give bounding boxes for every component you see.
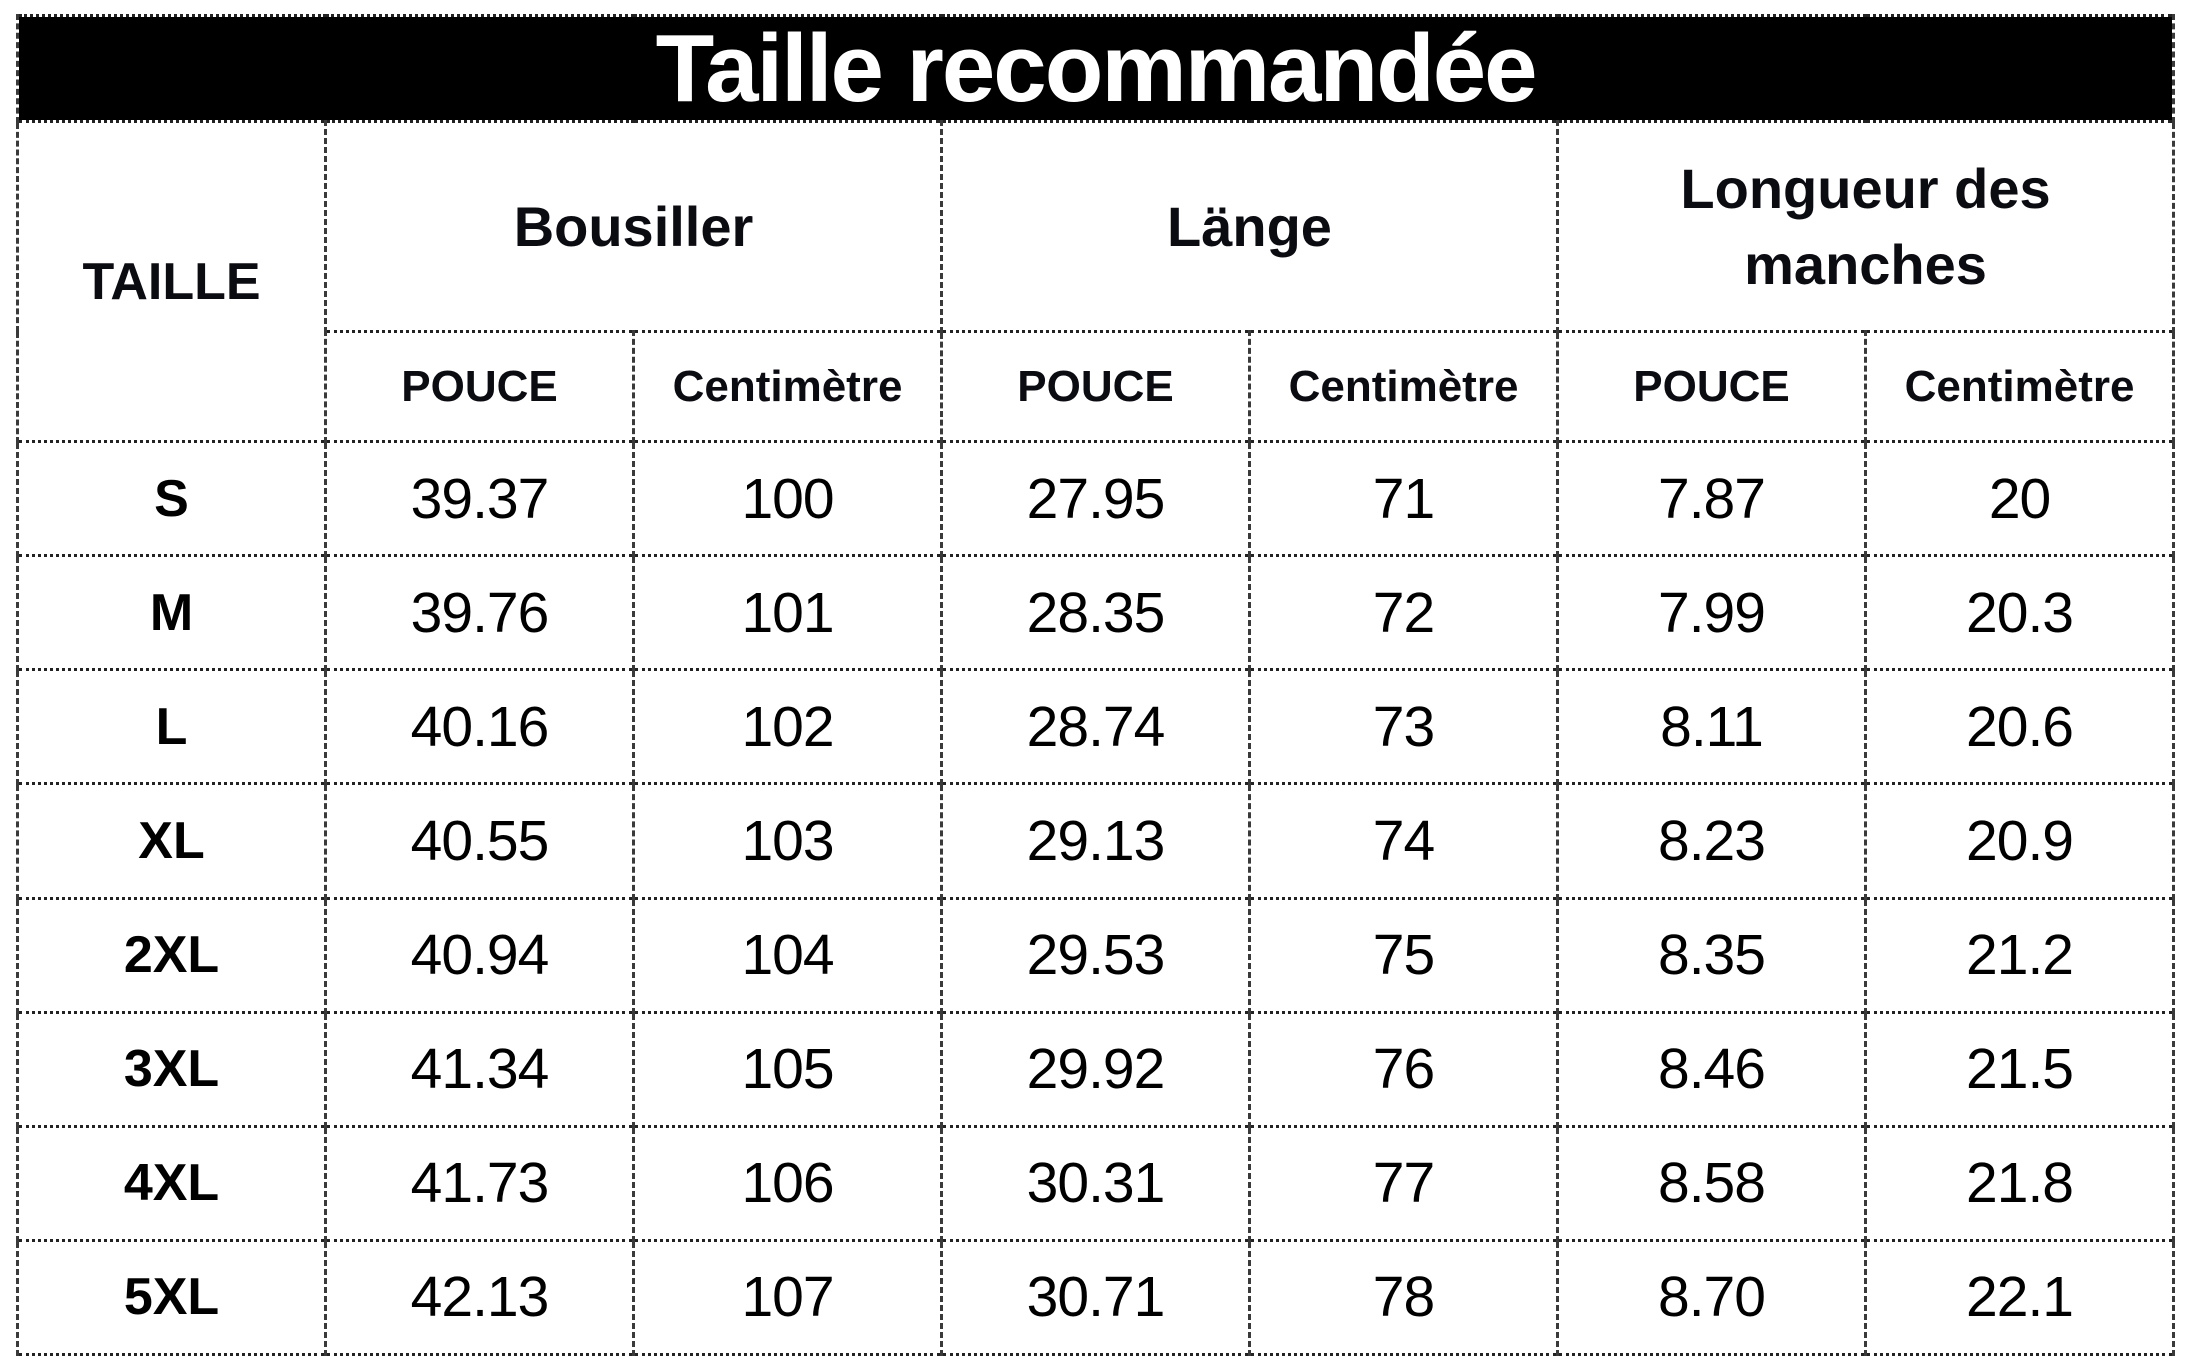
value-cell: 22.1 (1863, 1238, 2176, 1357)
value-cell: 75 (1248, 896, 1559, 1014)
size-label: 2XL (16, 896, 327, 1014)
value-cell: 41.73 (324, 1124, 635, 1242)
value-cell: 7.99 (1556, 554, 1867, 672)
subheader-centimetre-2: Centimètre (1248, 330, 1559, 443)
size-label: S (16, 439, 327, 558)
table-row-s: S 39.37 100 27.95 71 7.87 20 (16, 439, 2176, 558)
value-cell: 28.74 (940, 668, 1251, 786)
value-cell: 8.11 (1556, 668, 1867, 786)
subheader-centimetre-3: Centimètre (1863, 330, 2176, 443)
size-label: 4XL (16, 1124, 327, 1242)
value-cell: 28.35 (940, 554, 1251, 672)
value-cell: 21.8 (1863, 1124, 2176, 1242)
column-group-laenge: Länge (940, 120, 1559, 333)
value-cell: 42.13 (324, 1238, 635, 1357)
value-cell: 100 (632, 439, 943, 558)
title-row: Taille recommandée (15, 14, 2176, 123)
value-cell: 103 (632, 782, 943, 900)
size-label: L (16, 668, 327, 786)
value-cell: 101 (632, 554, 943, 672)
value-cell: 39.76 (324, 554, 635, 672)
value-cell: 20.6 (1863, 668, 2176, 786)
column-group-longueur-des-manches: Longueur des manches (1555, 120, 2176, 333)
value-cell: 74 (1248, 782, 1559, 900)
value-cell: 27.95 (940, 439, 1251, 558)
subheader-row: POUCE Centimètre POUCE Centimètre POUCE … (18, 330, 2176, 443)
size-label: 5XL (16, 1238, 327, 1357)
table-row-3xl: 3XL 41.34 105 29.92 76 8.46 21.5 (16, 1010, 2176, 1128)
value-cell: 30.71 (940, 1238, 1251, 1357)
value-cell: 8.58 (1556, 1124, 1867, 1242)
value-cell: 39.37 (324, 439, 635, 558)
size-chart-table: Taille recommandée TAILLE Bousiller Läng… (15, 14, 2176, 1357)
group-header-row: TAILLE Bousiller Länge Longueur des manc… (16, 120, 2176, 443)
value-cell: 40.16 (324, 668, 635, 786)
value-cell: 29.13 (940, 782, 1251, 900)
table-row-5xl: 5XL 42.13 107 30.71 78 8.70 22.1 (16, 1238, 2176, 1357)
value-cell: 8.23 (1556, 782, 1867, 900)
size-label: XL (16, 782, 327, 900)
value-cell: 104 (632, 896, 943, 1014)
table-row-xl: XL 40.55 103 29.13 74 8.23 20.9 (16, 782, 2176, 900)
subheader-pouce-3: POUCE (1556, 330, 1867, 443)
value-cell: 76 (1248, 1010, 1559, 1128)
value-cell: 20 (1863, 439, 2176, 558)
value-cell: 40.94 (324, 896, 635, 1014)
value-cell: 8.35 (1556, 896, 1867, 1014)
value-cell: 29.53 (940, 896, 1251, 1014)
size-label: 3XL (16, 1010, 327, 1128)
value-cell: 71 (1248, 439, 1559, 558)
value-cell: 8.70 (1556, 1238, 1867, 1357)
value-cell: 106 (632, 1124, 943, 1242)
table-row-4xl: 4XL 41.73 106 30.31 77 8.58 21.8 (16, 1124, 2176, 1242)
subheader-pouce-1: POUCE (324, 330, 635, 443)
value-cell: 77 (1248, 1124, 1559, 1242)
value-cell: 30.31 (940, 1124, 1251, 1242)
column-header-taille: TAILLE (16, 120, 327, 443)
value-cell: 41.34 (324, 1010, 635, 1128)
table-row-2xl: 2XL 40.94 104 29.53 75 8.35 21.2 (16, 896, 2176, 1014)
subheader-pouce-2: POUCE (940, 330, 1251, 443)
value-cell: 102 (632, 668, 943, 786)
value-cell: 21.2 (1863, 896, 2176, 1014)
value-cell: 29.92 (940, 1010, 1251, 1128)
size-label: M (16, 554, 327, 672)
value-cell: 20.9 (1863, 782, 2176, 900)
value-cell: 72 (1248, 554, 1559, 672)
subheader-centimetre-1: Centimètre (632, 330, 943, 443)
value-cell: 8.46 (1556, 1010, 1867, 1128)
value-cell: 21.5 (1863, 1010, 2176, 1128)
chart-title: Taille recommandée (15, 14, 2176, 123)
value-cell: 107 (632, 1238, 943, 1357)
value-cell: 105 (632, 1010, 943, 1128)
value-cell: 40.55 (324, 782, 635, 900)
value-cell: 20.3 (1863, 554, 2176, 672)
value-cell: 73 (1248, 668, 1559, 786)
value-cell: 78 (1248, 1238, 1559, 1357)
table-row-m: M 39.76 101 28.35 72 7.99 20.3 (16, 554, 2176, 672)
table-row-l: L 40.16 102 28.74 73 8.11 20.6 (16, 668, 2176, 786)
column-group-bousiller: Bousiller (324, 120, 943, 333)
value-cell: 7.87 (1556, 439, 1867, 558)
